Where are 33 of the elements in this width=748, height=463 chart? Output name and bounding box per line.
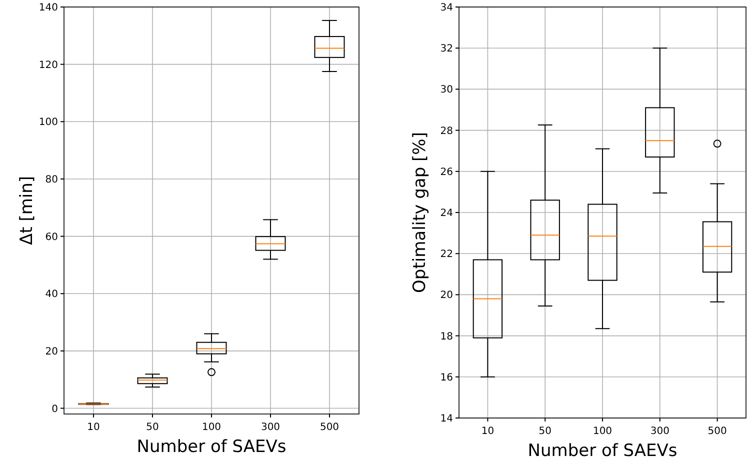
x-tick-label: 500 xyxy=(708,426,727,437)
x-axis-title: Number of SAEVs xyxy=(528,441,678,461)
y-tick-label: 30 xyxy=(440,84,453,96)
y-tick-label: 120 xyxy=(38,60,58,71)
x-tick-label: 10 xyxy=(87,422,100,433)
x-axis-title: Number of SAEVs xyxy=(136,437,286,457)
y-tick-label: 0 xyxy=(52,404,58,415)
y-tick-label: 100 xyxy=(38,117,58,128)
y-tick-label: 26 xyxy=(440,166,453,178)
y-tick-label: 14 xyxy=(440,414,453,424)
y-tick-label: 34 xyxy=(440,2,453,14)
y-axis-title: Δt [min] xyxy=(17,176,37,246)
x-tick-label: 10 xyxy=(481,426,494,437)
x-tick-label: 300 xyxy=(260,422,280,433)
y-tick-label: 28 xyxy=(440,126,453,137)
y-tick-label: 20 xyxy=(440,290,453,302)
x-tick-label: 50 xyxy=(146,422,159,433)
x-tick-label: 300 xyxy=(650,426,670,437)
x-tick-label: 50 xyxy=(538,426,552,437)
y-tick-label: 32 xyxy=(440,44,453,55)
x-tick-label: 500 xyxy=(320,422,340,433)
y-tick-label: 18 xyxy=(440,331,453,342)
y-tick-label: 22 xyxy=(440,249,453,260)
y-axis-title: Optimality gap [%] xyxy=(410,132,430,293)
x-tick-label: 100 xyxy=(202,422,222,433)
y-tick-label: 24 xyxy=(440,208,453,219)
y-tick-label: 16 xyxy=(440,372,453,384)
y-tick-label: 140 xyxy=(38,2,58,14)
y-tick-label: 80 xyxy=(45,174,58,186)
y-tick-label: 60 xyxy=(45,232,58,243)
y-tick-label: 40 xyxy=(45,289,58,300)
x-tick-label: 100 xyxy=(592,426,612,437)
y-tick-label: 20 xyxy=(45,346,58,358)
